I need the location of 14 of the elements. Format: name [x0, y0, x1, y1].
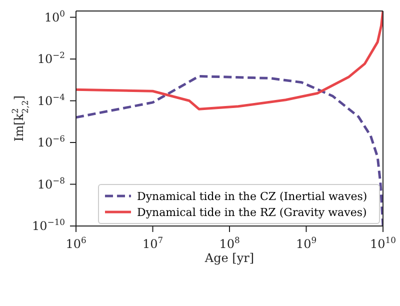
y-tick-label: 10$^{−6}$: [37, 134, 65, 150]
x-axis-title: Age [yr]: [204, 251, 254, 265]
y-tick-label: 10$^{−4}$: [37, 92, 65, 108]
y-tick-label: 10$^{−10}$: [32, 217, 65, 233]
y-tick-label: 10$^{0}$: [44, 8, 65, 24]
x-tick-label: 10$^{10}$: [370, 235, 396, 251]
x-tick-label: 10$^{9}$: [296, 235, 317, 251]
x-tick-label: 10$^{7}$: [142, 235, 164, 251]
x-tick-label: 10$^{6}$: [66, 235, 86, 251]
y-tick-label: 10$^{−8}$: [37, 175, 65, 192]
y-tick-label: 10$^{−2}$: [37, 50, 65, 66]
x-tick-label: 10$^{8}$: [219, 235, 240, 251]
legend-label: Dynamical tide in the CZ (Inertial waves): [137, 190, 368, 202]
legend-label: Dynamical tide in the RZ (Gravity waves): [137, 206, 367, 218]
